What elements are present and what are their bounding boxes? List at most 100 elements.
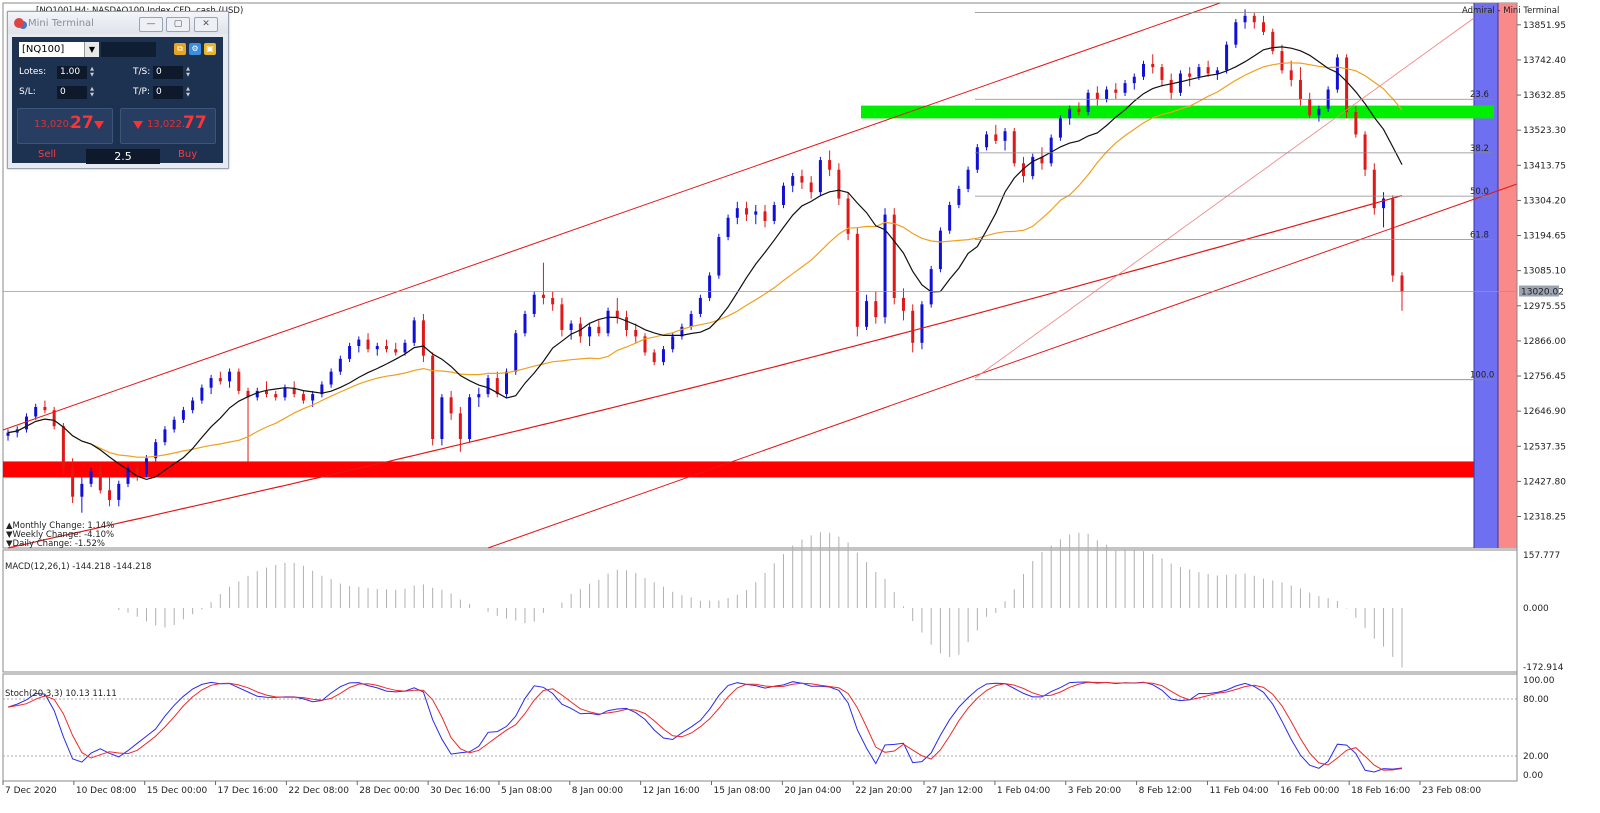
ts-label: T/S:	[133, 67, 151, 77]
lock-icon[interactable]: ▣	[204, 43, 216, 55]
quantity-field[interactable]: 2.5	[86, 149, 160, 164]
main-price-pane[interactable]: 23.6 38.2 50.0 61.8 100.0 ▲Monthly Change: 1.…	[2, 2, 1518, 549]
candle	[117, 483, 121, 500]
candle	[237, 371, 241, 391]
candle	[606, 310, 610, 334]
candle	[1363, 134, 1367, 170]
y-tick-label: 13304.20	[1523, 196, 1566, 206]
copy-icon[interactable]: ⧉	[174, 43, 186, 55]
y-tick-label: 12427.80	[1523, 477, 1566, 487]
y-tick-label: 12975.55	[1523, 302, 1566, 312]
sell-price-prefix: 13,020.	[34, 119, 73, 130]
lots-stepper[interactable]: ▲ ▼	[90, 66, 94, 78]
x-tick-label: 7 Dec 2020	[5, 786, 57, 796]
x-tick-label: 22 Jan 20:00	[855, 786, 912, 796]
fib-level-label: 50.0	[1470, 187, 1489, 197]
thin-trendline	[974, 17, 1475, 379]
candle	[1151, 63, 1155, 68]
candle	[181, 410, 185, 420]
fib-level-label: 61.8	[1470, 230, 1489, 240]
candle	[708, 275, 712, 298]
candle	[449, 397, 453, 414]
macd-tick-label: -172.914	[1523, 663, 1564, 673]
candle	[163, 429, 167, 443]
candle	[1382, 198, 1386, 209]
candle	[1354, 112, 1358, 135]
candle	[1345, 57, 1349, 112]
chevron-down-icon[interactable]: ▼	[84, 42, 99, 57]
current-price-label: 13020.02	[1521, 288, 1564, 298]
lots-input[interactable]: 1.00	[57, 66, 87, 79]
price-axis: 13851.95 13742.40 13632.85 13523.30 13413.75…	[1516, 3, 1566, 781]
candle	[883, 214, 887, 318]
macd-tick-label: 157.777	[1523, 551, 1560, 561]
buy-button[interactable]: Buy	[178, 149, 198, 160]
change-label: ▲Monthly Change: 1.14%	[6, 521, 114, 531]
buy-price-button[interactable]: 13,022. 77	[120, 108, 216, 144]
candle	[1123, 83, 1127, 93]
candle	[191, 400, 195, 411]
symbol-info-field	[101, 42, 156, 57]
candle	[754, 211, 758, 215]
mini-terminal-window[interactable]: Mini Terminal — ▢ ✕ [NQ100] ▼ ⧉ ⚙ ▣ Lote…	[7, 11, 229, 169]
candle	[458, 413, 462, 439]
candle	[200, 387, 204, 401]
candle	[1298, 79, 1302, 100]
candle	[1271, 31, 1275, 52]
x-tick-label: 1 Feb 04:00	[997, 786, 1051, 796]
x-tick-label: 15 Jan 08:00	[714, 786, 771, 796]
candle	[1234, 22, 1238, 45]
candle	[1215, 70, 1219, 74]
candle	[957, 188, 961, 205]
candle	[828, 160, 832, 170]
sl-stepper[interactable]: ▲ ▼	[90, 86, 94, 98]
candle	[311, 394, 315, 401]
candle	[1031, 156, 1035, 177]
arrow-down-icon	[133, 121, 143, 129]
maximize-button[interactable]: ▢	[166, 17, 190, 32]
fib-level-label: 38.2	[1470, 144, 1489, 154]
candle	[514, 333, 518, 372]
resistance-zone	[861, 105, 1494, 119]
fib-level-label: 23.6	[1470, 90, 1489, 100]
gear-icon[interactable]: ⚙	[189, 43, 201, 55]
candle	[228, 371, 232, 382]
arrow-down-icon	[94, 121, 104, 129]
sell-button[interactable]: Sell	[38, 149, 57, 160]
mini-terminal-body: [NQ100] ▼ ⧉ ⚙ ▣ Lotes: 1.00 ▲ ▼ T/S: 0 ▲ ▼…	[12, 37, 223, 164]
candle	[329, 371, 333, 385]
candle	[52, 410, 56, 427]
channel-upper	[2, 2, 1221, 431]
tp-input[interactable]: 0	[153, 86, 183, 99]
candle	[1262, 22, 1266, 32]
candle	[680, 326, 684, 337]
candle	[209, 378, 213, 388]
close-button[interactable]: ✕	[194, 17, 218, 32]
tp-stepper[interactable]: ▲ ▼	[186, 86, 190, 98]
candle	[1114, 89, 1118, 93]
ts-stepper[interactable]: ▲ ▼	[186, 66, 190, 78]
ts-input[interactable]: 0	[153, 66, 183, 79]
candle	[948, 204, 952, 231]
minimize-button[interactable]: —	[139, 17, 163, 32]
sl-label: S/L:	[19, 87, 36, 97]
candle	[569, 323, 573, 330]
sell-price-button[interactable]: 13,020. 27	[17, 108, 113, 144]
stoch-k-line	[7, 681, 1403, 773]
symbol-select[interactable]: [NQ100]	[19, 42, 95, 57]
buy-price-pips: 77	[183, 113, 207, 133]
candle	[283, 387, 287, 398]
x-tick-label: 8 Jan 00:00	[572, 786, 624, 796]
stoch-tick-label: 80.00	[1523, 695, 1549, 705]
candle	[440, 397, 444, 439]
candle	[597, 326, 601, 334]
candle	[735, 208, 739, 218]
candle	[985, 134, 989, 148]
sl-input[interactable]: 0	[57, 86, 87, 99]
candle	[34, 406, 38, 417]
candle	[301, 394, 305, 401]
candle	[375, 346, 379, 350]
candle	[588, 326, 592, 337]
candle	[901, 297, 905, 311]
